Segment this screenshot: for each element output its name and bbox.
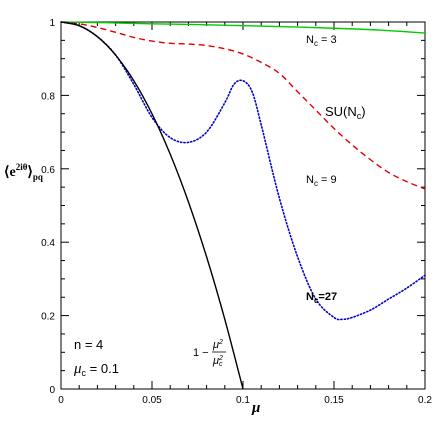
series-line-3	[60, 21, 244, 390]
label-nc27: Nc=27	[306, 291, 337, 305]
label-formula: 1 − μ2 μ2 c	[193, 339, 226, 368]
x-tick-label: 0.15	[324, 395, 344, 406]
x-tick-label: 0.2	[418, 395, 432, 406]
svg-text:n = 4: n = 4	[74, 337, 103, 352]
plot-frame	[60, 21, 426, 390]
x-tick-label: 0.05	[142, 395, 162, 406]
y-tick-label: 0.8	[41, 91, 55, 102]
svg-text:SU(Nc): SU(Nc)	[325, 104, 366, 121]
series-line-0	[60, 21, 426, 34]
y-tick-label: 0.6	[41, 165, 55, 176]
svg-text:μ2c: μ2 c	[212, 355, 223, 368]
svg-text:μc = 0.1: μc = 0.1	[73, 361, 119, 378]
x-axis-label: μ	[251, 400, 260, 416]
svg-text:1 −: 1 −	[193, 347, 209, 359]
x-tick-label: 0	[58, 395, 64, 406]
label-n: n = 4	[74, 337, 103, 352]
y-tick-label: 0	[49, 385, 55, 396]
svg-text:⟨e2iθ⟩pq: ⟨e2iθ⟩pq	[4, 162, 43, 182]
label-nc3: Nc = 3	[306, 34, 337, 48]
label-nc9: Nc = 9	[306, 174, 337, 188]
svg-text:Nc = 3: Nc = 3	[306, 34, 337, 48]
y-axis-label: ⟨e2iθ⟩pq	[4, 162, 43, 182]
y-tick-label: 0.2	[41, 312, 55, 323]
series-line-1	[60, 21, 426, 190]
y-tick-label: 0.4	[41, 238, 55, 249]
series-line-2	[60, 21, 426, 321]
label-muc: μc = 0.1	[73, 361, 119, 378]
axis-ticks: 0 0.05 0.1 0.15 0.2 0 0.2 0.4 0.6 0.8 1	[41, 18, 432, 406]
x-tick-label: 0.1	[236, 395, 250, 406]
svg-text:Nc=27: Nc=27	[306, 291, 337, 305]
label-sun: SU(Nc)	[325, 104, 366, 121]
series-layer	[60, 21, 426, 390]
svg-text:Nc = 9: Nc = 9	[306, 174, 337, 188]
svg-text:μ2: μ2	[212, 339, 223, 351]
y-tick-label: 1	[49, 18, 55, 29]
